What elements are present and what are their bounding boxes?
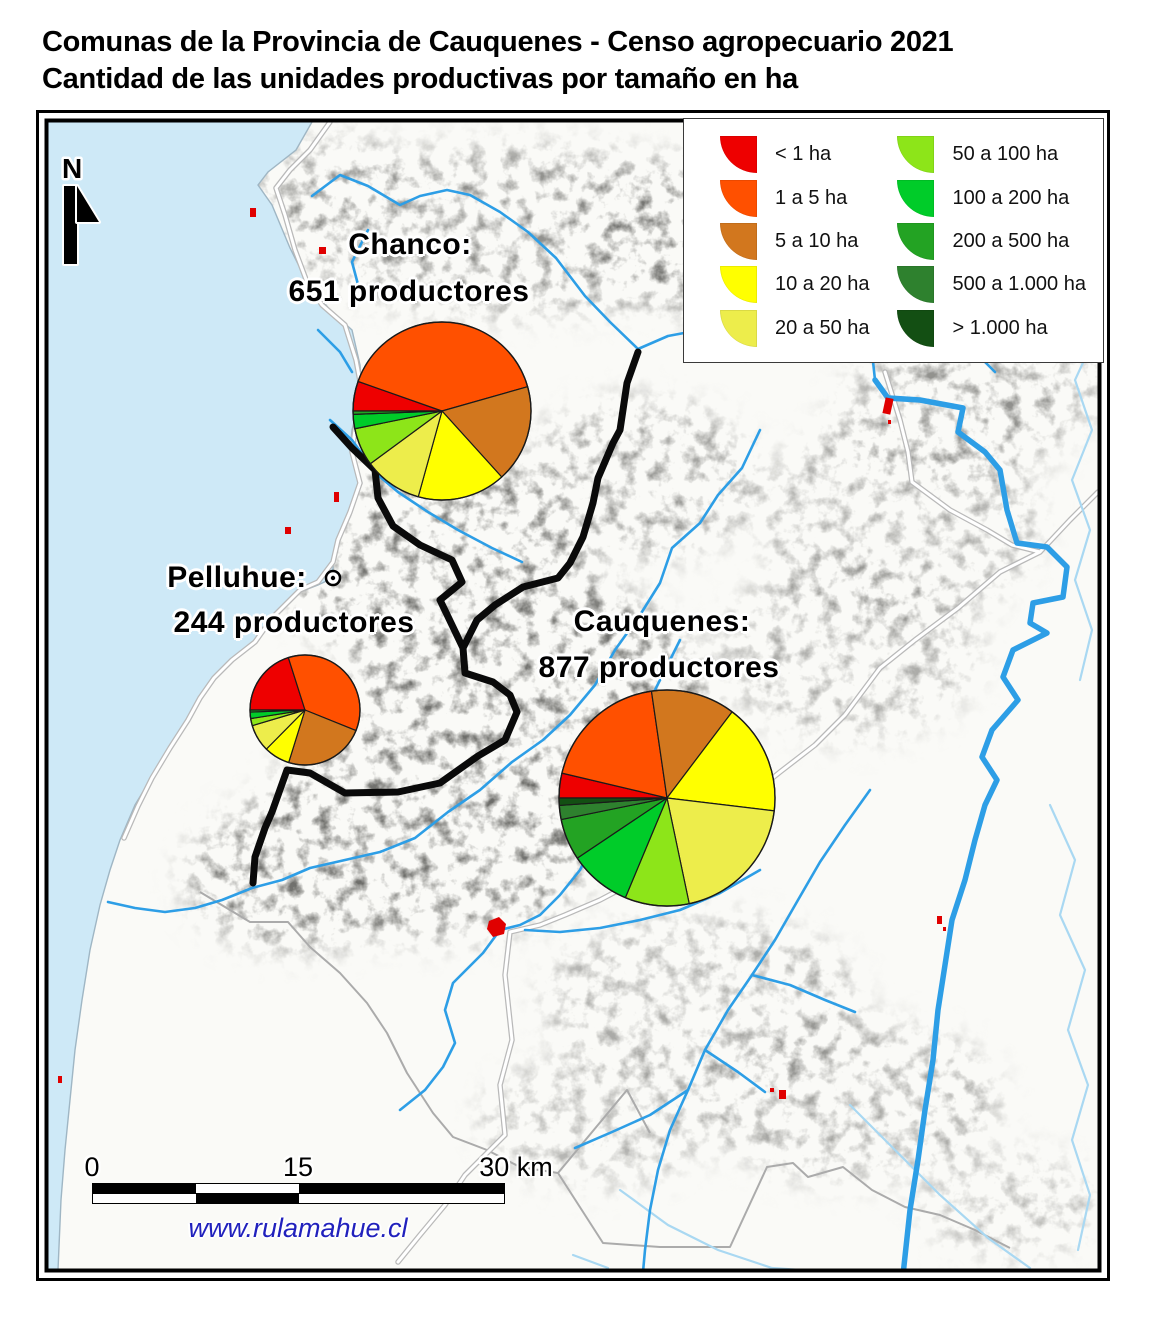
label-pelluhue-name: Pelluhue: (167, 561, 307, 594)
legend-label: 5 a 10 ha (775, 229, 859, 252)
label-cauquenes-count: 877 productores (538, 651, 780, 684)
legend-label: 10 a 20 ha (775, 273, 870, 296)
legend-swatch-1a5ha-icon (720, 179, 757, 217)
legend-item: 500 a 1.000 ha (897, 263, 1097, 306)
label-chanco-name: Chanco: (348, 228, 472, 261)
scale-tick-0: 0 (84, 1152, 100, 1182)
legend-label: 1 a 5 ha (775, 186, 848, 209)
scale-bar: 0 15 30 km (84, 1152, 553, 1204)
legend-swatch-20a50ha-icon (720, 309, 757, 347)
legend-swatch-100a200ha-icon (897, 179, 935, 217)
scale-tick-15: 15 (282, 1152, 314, 1182)
legend-label: 20 a 50 ha (775, 316, 870, 339)
pie-chart-chanco (352, 321, 532, 501)
scale-tick-30: 30 km (479, 1152, 553, 1182)
legend-item: 200 a 500 ha (897, 220, 1097, 263)
ocean (48, 122, 362, 1270)
legend-swatch-10a20ha-icon (720, 266, 757, 304)
pie-outline (249, 654, 361, 766)
pie-chart-cauquenes (558, 689, 776, 907)
legend-item: 20 a 50 ha (720, 307, 893, 350)
comuna-boundaries (249, 348, 642, 887)
pie-chart-pelluhue (249, 654, 361, 766)
legend-label: > 1.000 ha (952, 316, 1048, 339)
title-line-1: Comunas de la Provincia de Cauquenes - C… (42, 26, 954, 58)
legend-swatch-5a10ha-icon (720, 222, 757, 260)
legend-label: 500 a 1.000 ha (952, 273, 1086, 296)
urban-areas (58, 208, 946, 1099)
title-line-2: Cantidad de las unidades productivas por… (42, 63, 798, 95)
river-perquilauquen (872, 377, 1070, 1270)
page-title: Comunas de la Provincia de Cauquenes - C… (42, 24, 954, 98)
legend-item: 1 a 5 ha (720, 176, 893, 219)
label-pelluhue-count: 244 productores (173, 606, 415, 639)
legend-item: 50 a 100 ha (897, 133, 1097, 176)
legend-swatch-200a500ha-icon (897, 222, 935, 260)
legend-swatch-gt1000ha-icon (897, 309, 935, 347)
label-chanco-count: 651 productores (288, 275, 530, 308)
legend-label: 100 a 200 ha (952, 186, 1070, 209)
scale-bar-row-bottom (92, 1193, 505, 1204)
map-frame-outer (36, 110, 1110, 1281)
legend-item: 5 a 10 ha (720, 220, 893, 263)
label-cauquenes-name: Cauquenes: (573, 605, 751, 638)
pie-outline (558, 689, 776, 907)
legend-box: < 1 ha 1 a 5 ha 5 a 10 ha 10 a 20 ha 20 … (683, 118, 1104, 363)
scale-bar-row-top (92, 1183, 505, 1194)
legend-label: 50 a 100 ha (952, 143, 1059, 166)
legend-label: 200 a 500 ha (952, 229, 1070, 252)
legend-item: 10 a 20 ha (720, 263, 893, 306)
pie-outline (352, 321, 532, 501)
north-arrow-icon: N (60, 151, 101, 266)
map-frame-inner (44, 118, 1102, 1273)
legend-item: > 1.000 ha (897, 307, 1097, 350)
legend-label: < 1 ha (775, 143, 832, 166)
svg-text:N: N (62, 153, 82, 184)
legend-item: < 1 ha (720, 133, 893, 176)
legend-swatch-lt1ha-icon (720, 136, 757, 174)
legend-swatch-500a1000ha-icon (897, 266, 935, 304)
legend-swatch-50a100ha-icon (897, 136, 935, 174)
legend-item: 100 a 200 ha (897, 176, 1097, 219)
credit-link[interactable]: www.rulamahue.cl (188, 1213, 408, 1243)
town-marker-icon (324, 569, 342, 587)
